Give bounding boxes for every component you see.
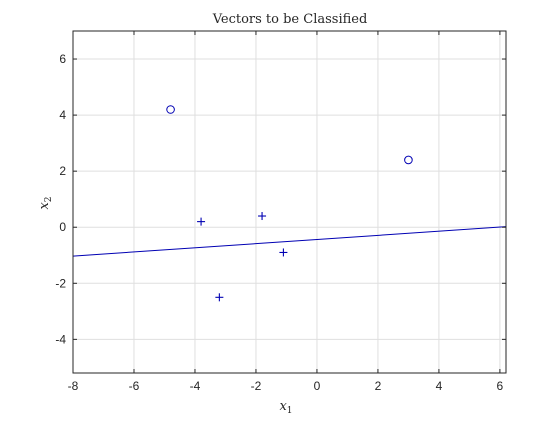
x-tick-label: -4 bbox=[190, 379, 201, 393]
x-axis-label-subscript: 1 bbox=[287, 406, 293, 416]
x-tick-label: -6 bbox=[129, 379, 140, 393]
y-tick-label: 2 bbox=[59, 164, 66, 178]
y-tick-label: 4 bbox=[59, 108, 66, 122]
y-tick-label: 6 bbox=[59, 52, 66, 66]
y-tick-label: -4 bbox=[55, 332, 66, 346]
x-tick-label: 0 bbox=[314, 379, 321, 393]
chart-title: Vectors to be Classified bbox=[212, 12, 368, 27]
x-tick-label: -8 bbox=[68, 379, 79, 393]
x-tick-label: 4 bbox=[436, 379, 443, 393]
x-tick-label: 2 bbox=[375, 379, 382, 393]
y-tick-label: 0 bbox=[59, 220, 66, 234]
x-tick-label: -2 bbox=[251, 379, 262, 393]
y-tick-label: -2 bbox=[55, 276, 66, 290]
plot-area bbox=[73, 31, 506, 373]
x-tick-label: 6 bbox=[497, 379, 504, 393]
y-axis-label-subscript: 2 bbox=[44, 196, 54, 202]
